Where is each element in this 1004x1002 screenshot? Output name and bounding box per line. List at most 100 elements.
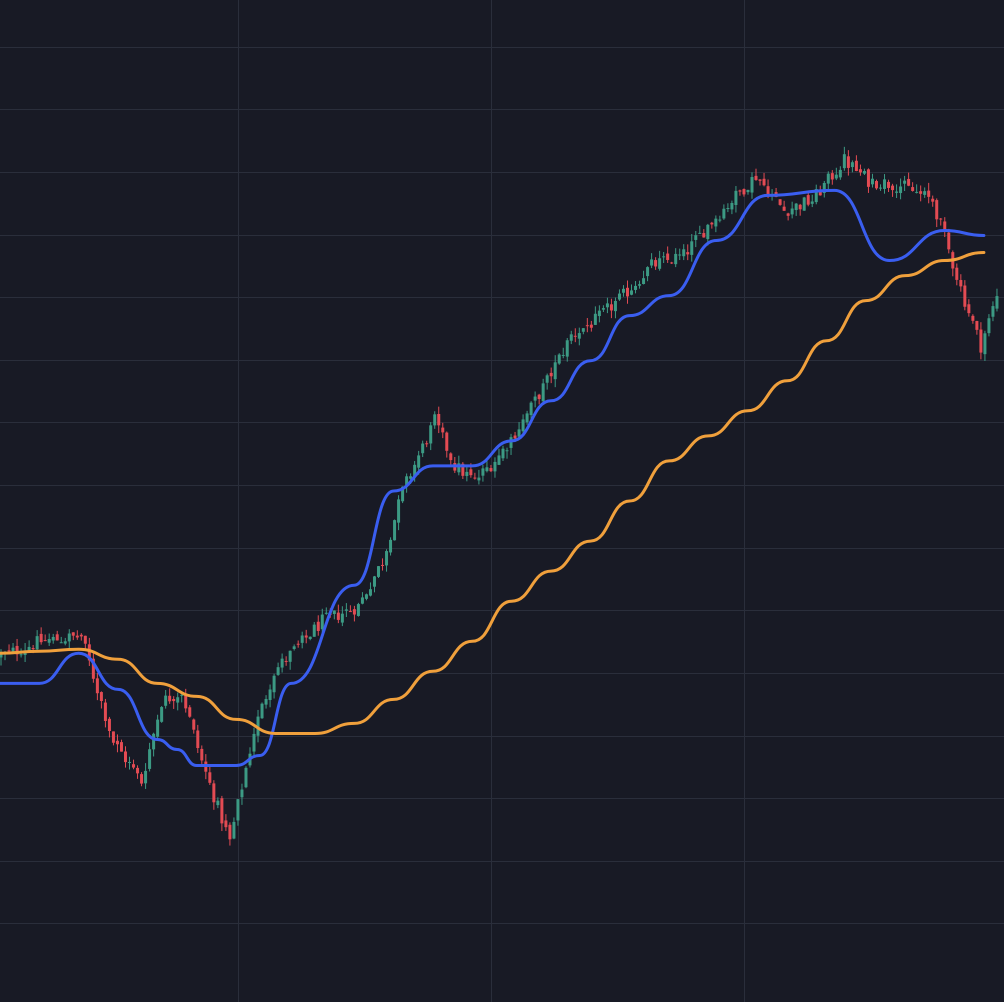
candle-down — [782, 206, 786, 211]
candle-down — [228, 824, 232, 840]
candle-up — [529, 402, 533, 416]
candle-up — [862, 171, 866, 174]
candle-up — [561, 354, 565, 356]
candle-down — [123, 751, 127, 763]
candle-up — [826, 173, 830, 184]
candle-down — [686, 252, 690, 255]
candle-up — [260, 703, 264, 719]
candle-up — [244, 767, 248, 788]
candle-down — [967, 304, 971, 314]
candle-down — [212, 783, 216, 803]
candle-up — [481, 468, 485, 476]
candle-up — [838, 169, 842, 178]
candle-up — [987, 318, 991, 334]
candle-up — [409, 476, 413, 479]
candle-down — [979, 329, 983, 353]
candle-up — [593, 313, 597, 325]
moving-average-slow-line — [0, 251, 986, 735]
candle-down — [537, 394, 541, 400]
candle-up — [485, 467, 489, 472]
candle-up — [995, 296, 999, 309]
candle-down — [200, 748, 204, 761]
candle-up — [870, 178, 874, 185]
candle-up — [750, 177, 754, 193]
candle-down — [971, 315, 975, 321]
candle-down — [738, 190, 742, 192]
candle-up — [810, 201, 814, 204]
candle-down — [573, 335, 577, 337]
candle-up — [216, 800, 220, 806]
candle-up — [288, 650, 292, 662]
candle-down — [91, 658, 95, 679]
candle-down — [352, 609, 356, 615]
candle-down — [449, 453, 453, 461]
candle-up — [497, 455, 501, 465]
candle-down — [858, 169, 862, 173]
candle-up — [923, 191, 927, 195]
candle-down — [589, 324, 593, 328]
candle-up — [51, 636, 55, 641]
candle-up — [63, 641, 67, 644]
candle-up — [509, 437, 513, 448]
candle-down — [87, 644, 91, 661]
candle-down — [943, 221, 947, 232]
candle-down — [585, 325, 589, 327]
candle-up — [822, 182, 826, 193]
candle-up — [413, 464, 417, 477]
candle-down — [132, 764, 136, 768]
candle-up — [718, 219, 722, 221]
candle-down — [188, 707, 192, 717]
candle-down — [107, 718, 111, 731]
candle-up — [160, 707, 164, 722]
candle-up — [19, 654, 23, 656]
candle-up — [276, 667, 280, 675]
candle-up — [678, 254, 682, 256]
candle-up — [525, 413, 529, 423]
candle-down — [935, 200, 939, 220]
candle-up — [389, 539, 393, 553]
candle-down — [437, 413, 441, 426]
candle-down — [224, 820, 228, 828]
candle-up — [638, 284, 642, 286]
candle-down — [513, 435, 517, 439]
candle-down — [184, 694, 188, 709]
candle-down — [136, 767, 140, 774]
candle-up — [377, 566, 381, 577]
candle-up — [256, 716, 260, 736]
candle-down — [754, 175, 758, 180]
candle-up — [372, 576, 376, 587]
candle-up — [417, 455, 421, 468]
candle-down — [43, 640, 47, 642]
candle-down — [336, 612, 340, 620]
candle-down — [445, 432, 449, 451]
candle-down — [95, 678, 99, 694]
candle-up — [47, 639, 51, 643]
candle-up — [11, 647, 15, 653]
candle-up — [308, 636, 312, 639]
candle-up — [879, 187, 883, 189]
candle-down — [786, 213, 790, 216]
candle-up — [601, 308, 605, 310]
candle-up — [156, 719, 160, 737]
candle-up — [565, 340, 569, 357]
candle-up — [605, 303, 609, 308]
candle-up — [35, 636, 39, 650]
candle-down — [702, 233, 706, 238]
candle-up — [690, 241, 694, 255]
candle-down — [891, 185, 895, 191]
candle-down — [111, 731, 115, 743]
candle-up — [650, 259, 654, 266]
candle-up — [521, 419, 525, 432]
candle-up — [152, 733, 156, 750]
candle-down — [71, 632, 75, 636]
candle-down — [907, 178, 911, 186]
candle-up — [698, 232, 702, 234]
candle-up — [983, 333, 987, 355]
candle-down — [192, 719, 196, 730]
candle-down — [381, 564, 385, 566]
candle-down — [947, 232, 951, 250]
candle-up — [457, 463, 461, 473]
candle-down — [866, 169, 870, 187]
candle-down — [927, 190, 931, 197]
candle-down — [654, 260, 658, 267]
